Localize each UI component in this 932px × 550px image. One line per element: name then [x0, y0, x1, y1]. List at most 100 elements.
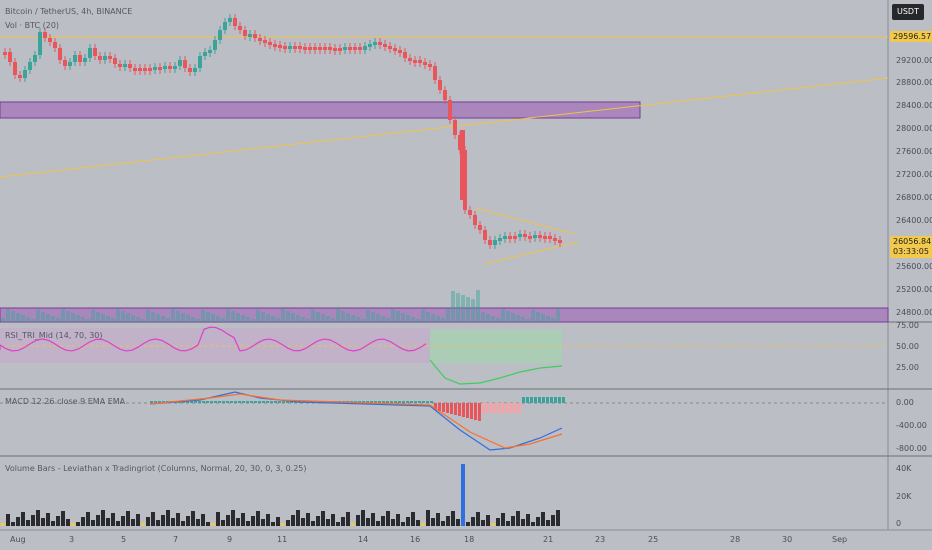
macd-histogram-bar [558, 397, 561, 403]
candle-body [88, 48, 92, 58]
volume-bar [461, 295, 465, 322]
volume-bar [376, 314, 380, 322]
macd-histogram-bar [222, 401, 225, 403]
volume-bar [351, 315, 355, 322]
macd-histogram-bar [242, 401, 245, 403]
macd-tick: -400.00 [896, 421, 927, 430]
macd-histogram-bar [366, 401, 369, 403]
candle-body [468, 210, 472, 215]
vbars-bar [501, 513, 505, 526]
macd-histogram-bar [518, 403, 521, 413]
rsi-band [0, 328, 430, 363]
candle-body [13, 62, 17, 75]
macd-histogram-bar [414, 401, 417, 403]
volume-bar [101, 314, 105, 322]
vbars-bar [236, 518, 240, 526]
volume-bar [216, 316, 220, 322]
volume-bar [416, 319, 420, 322]
price-tick: 28000.00 [896, 124, 932, 133]
vbars-bar [96, 515, 100, 526]
candle-body [533, 235, 537, 238]
volume-bar [81, 317, 85, 322]
macd-histogram-bar [466, 403, 469, 418]
candle-body [498, 238, 502, 241]
candle-body [353, 47, 357, 50]
vbars-bar [6, 514, 10, 526]
volume-bar [516, 315, 520, 322]
volume-bar [136, 317, 140, 322]
vbars-bar [336, 522, 340, 526]
candle-body [368, 44, 372, 47]
vbars-bar [191, 511, 195, 526]
candle-body [3, 52, 7, 55]
vbars-bar [376, 521, 380, 526]
macd-histogram-bar [550, 397, 553, 403]
vbars-bar [386, 511, 390, 526]
volume-bar [36, 310, 40, 322]
candle-body [348, 47, 352, 50]
candle-body [308, 47, 312, 50]
candle-body [128, 64, 132, 68]
candle-body [223, 22, 227, 30]
volume-bar [486, 314, 490, 322]
macd-histogram-bar [506, 403, 509, 413]
volume-bar [156, 314, 160, 322]
vbars-bar [171, 518, 175, 526]
candle-body [253, 34, 257, 38]
vbars-bar [276, 517, 280, 526]
candle-body [73, 55, 77, 62]
volume-bar [131, 315, 135, 322]
volume-bar [331, 318, 335, 322]
candle-body [383, 44, 387, 47]
vbars-bar [416, 520, 420, 526]
time-label: 5 [121, 535, 127, 544]
volume-bar [341, 311, 345, 322]
volume-bar [31, 319, 35, 322]
vbars-bar [186, 516, 190, 526]
volume-bar [271, 316, 275, 322]
candle-body [318, 47, 322, 50]
time-label: 21 [543, 535, 554, 544]
vbars-bar [241, 513, 245, 526]
supply-zone [0, 101, 641, 119]
vbars-bar [81, 517, 85, 526]
currency-button[interactable]: USDT [892, 4, 924, 20]
vbars-bar [161, 515, 165, 526]
vbars-bar [536, 517, 540, 526]
macd-histogram-bar [406, 401, 409, 403]
volume-bar [21, 315, 25, 322]
rsi-title: RSI_TRI_Mid (14, 70, 30) [5, 331, 103, 340]
vbars-bar [221, 520, 225, 526]
volume-bar [141, 319, 145, 322]
vbars-bar [56, 516, 60, 526]
macd-histogram-bar [150, 401, 153, 403]
candle-body [513, 236, 517, 239]
volume-bar [471, 299, 475, 322]
volume-bar [291, 313, 295, 322]
candle-body [133, 68, 137, 71]
volume-bar [356, 317, 360, 322]
macd-histogram-bar [258, 401, 261, 403]
vbars-bar [316, 516, 320, 526]
macd-histogram-bar [542, 397, 545, 403]
macd-histogram-bar [266, 401, 269, 403]
price-tick: 28800.00 [896, 78, 932, 87]
macd-histogram-bar [378, 401, 381, 403]
volume-bar [196, 319, 200, 322]
vbars-bar [346, 512, 350, 526]
volume-bar [231, 311, 235, 322]
symbol-title: Bitcoin / TetherUS, 4h, BINANCE [5, 7, 133, 16]
candle-body [403, 52, 407, 58]
vbars-bar [286, 520, 290, 526]
candle-body [273, 44, 277, 47]
candle-body [108, 56, 112, 59]
candle-body [508, 236, 512, 239]
macd-histogram-bar [374, 401, 377, 403]
volume-bar [526, 319, 530, 322]
vbars-bar [156, 520, 160, 526]
macd-histogram-bar [502, 403, 505, 413]
macd-histogram-bar [162, 401, 165, 403]
volume-bar [406, 315, 410, 322]
vbars-bar [516, 511, 520, 526]
